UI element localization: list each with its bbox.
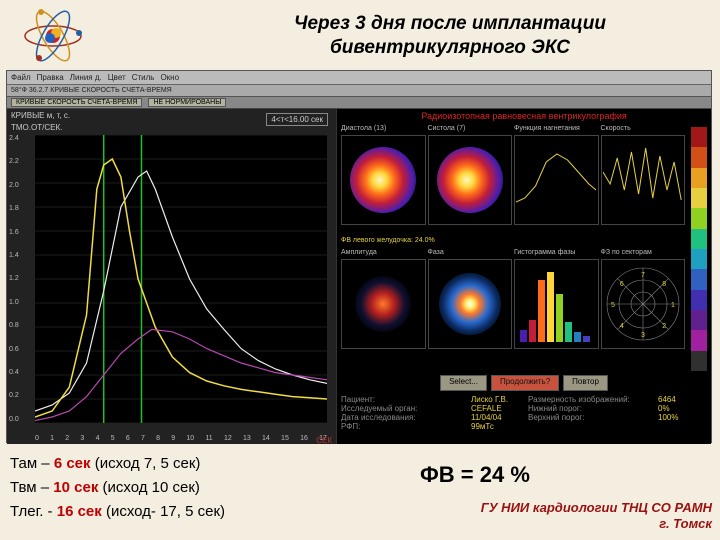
action-button[interactable]: Select... <box>440 375 487 391</box>
action-button[interactable]: Повтор <box>563 375 608 391</box>
action-button[interactable]: Продолжить? <box>491 375 559 391</box>
atom-logo <box>18 6 88 71</box>
svg-text:2: 2 <box>662 323 666 330</box>
svg-text:1: 1 <box>671 302 675 309</box>
left-chart-pane: КРИВЫЕ м, т, с. ТМО.ОТ/СЕК. 4<т<16.00 се… <box>7 109 337 444</box>
panel-1: Систола (7) <box>428 125 513 247</box>
svg-text:7: 7 <box>641 272 645 279</box>
institution: ГУ НИИ кардиологии ТНЦ СО РАМНг. Томск <box>382 500 712 531</box>
toolbar2: КРИВЫЕ СКОРОСТЬ СЧЕТА-ВРЕМЯ НЕ НОРМИРОВАН… <box>7 97 711 109</box>
colorbar <box>691 127 707 371</box>
measurements: Там – 6 сек (исход 7, 5 сек) Твм – 10 се… <box>10 452 225 524</box>
svg-text:3: 3 <box>641 332 645 339</box>
menu-item[interactable]: Файл <box>11 73 31 82</box>
panel-0: Диастола (13) <box>341 125 426 247</box>
info-block: Пациент:Лиско Г.В.Исследуемый орган:CEFA… <box>341 395 707 431</box>
menu-item[interactable]: Правка <box>37 73 64 82</box>
toolbar-btn[interactable]: НЕ НОРМИРОВАНЫ <box>148 98 226 107</box>
x-label: СЕК <box>316 436 332 445</box>
app-window: Файл Правка Линия д. Цвет Стиль Окно 58°Ф 36.… <box>6 70 712 443</box>
panel-4: АмплитудаФВ левого желудочка: 24.0% <box>341 249 426 371</box>
toolbar-btn[interactable]: КРИВЫЕ СКОРОСТЬ СЧЕТА-ВРЕМЯ <box>11 98 142 107</box>
y-axis: 2.42.22.01.81.61.41.21.00.80.60.40.20.0 <box>9 135 19 423</box>
menu-item[interactable]: Цвет <box>108 73 126 82</box>
chart-area <box>35 135 327 423</box>
panel-3: Скорость <box>601 125 686 247</box>
menu-item[interactable]: Окно <box>160 73 179 82</box>
svg-text:6: 6 <box>620 281 624 288</box>
button-row: Select...Продолжить?Повтор <box>341 375 707 391</box>
x-axis: 01234567891011121314151617 <box>35 435 327 442</box>
toolbar: 58°Ф 36.2.7 КРИВЫЕ СКОРОСТЬ СЧЕТА-ВРЕМЯ <box>7 85 711 97</box>
menu-item[interactable]: Линия д. <box>70 73 102 82</box>
svg-text:8: 8 <box>662 281 666 288</box>
menubar[interactable]: Файл Правка Линия д. Цвет Стиль Окно <box>7 71 711 85</box>
svg-text:4: 4 <box>620 323 624 330</box>
right-panels: Радиоизотопная равновесная вентрикулогра… <box>337 109 711 444</box>
panel-2: Функция нагнетания <box>514 125 599 247</box>
menu-item[interactable]: Стиль <box>132 73 155 82</box>
ejection-fraction: ФВ = 24 % <box>420 462 530 488</box>
timebox: 4<т<16.00 сек <box>266 113 328 126</box>
svg-text:5: 5 <box>611 302 615 309</box>
slide-title: Через 3 дня после имплантации бивентрику… <box>230 12 670 60</box>
panel-5: Фаза <box>428 249 513 371</box>
chart-label-2: ТМО.ОТ/СЕК. <box>11 123 62 132</box>
panels-grid: Диастола (13)Систола (7)Функция нагнетан… <box>341 125 685 371</box>
panel-7: ФЗ по секторам12345678 <box>601 249 686 371</box>
chart-label-1: КРИВЫЕ м, т, с. <box>11 111 70 120</box>
right-header: Радиоизотопная равновесная вентрикулогра… <box>337 109 711 123</box>
panel-6: Гистограмма фазы <box>514 249 599 371</box>
